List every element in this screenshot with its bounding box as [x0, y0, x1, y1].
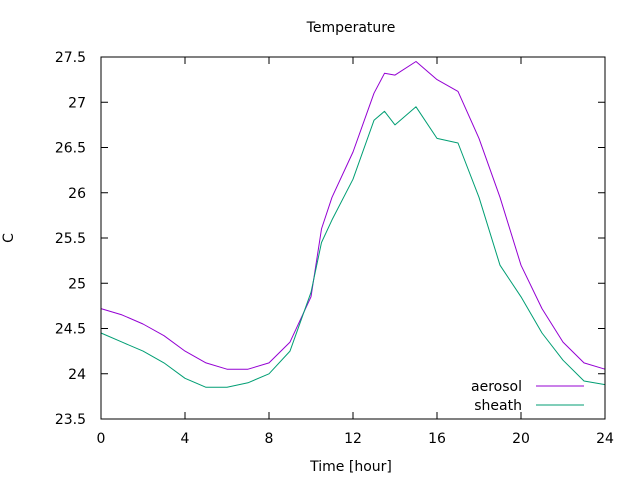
axis-ticks: 23.5 24 24.5 25 25.5 26 26.5 27 27.5 0 4 8 12 16 20 24 [55, 50, 614, 447]
x-tick-label: 0 [97, 431, 106, 447]
series-line-sheath [100, 106, 606, 388]
legend: aerosol sheath [471, 379, 584, 414]
series-line-aerosol [100, 61, 606, 370]
y-tick-label: 26.5 [55, 141, 86, 157]
y-tick-label: 23.5 [55, 412, 86, 428]
y-tick-label: 27.5 [55, 50, 86, 66]
legend-label-sheath: sheath [474, 398, 522, 414]
chart-title: Temperature [306, 20, 396, 36]
x-axis-label: Time [hour] [309, 459, 392, 475]
legend-label-aerosol: aerosol [471, 379, 522, 395]
x-tick-label: 24 [596, 431, 614, 447]
x-tick-label: 12 [344, 431, 362, 447]
y-tick-label: 27 [68, 95, 86, 111]
y-axis-label: C [1, 233, 17, 243]
plot-frame [100, 56, 606, 420]
y-tick-label: 24.5 [55, 322, 86, 338]
x-tick-label: 8 [265, 431, 274, 447]
y-tick-label: 25.5 [55, 231, 86, 247]
x-tick-label: 20 [512, 431, 530, 447]
y-tick-label: 26 [68, 186, 86, 202]
y-tick-label: 24 [68, 367, 86, 383]
x-tick-label: 16 [428, 431, 446, 447]
y-tick-label: 25 [68, 276, 86, 292]
x-tick-label: 4 [181, 431, 190, 447]
series-layer [100, 61, 606, 388]
